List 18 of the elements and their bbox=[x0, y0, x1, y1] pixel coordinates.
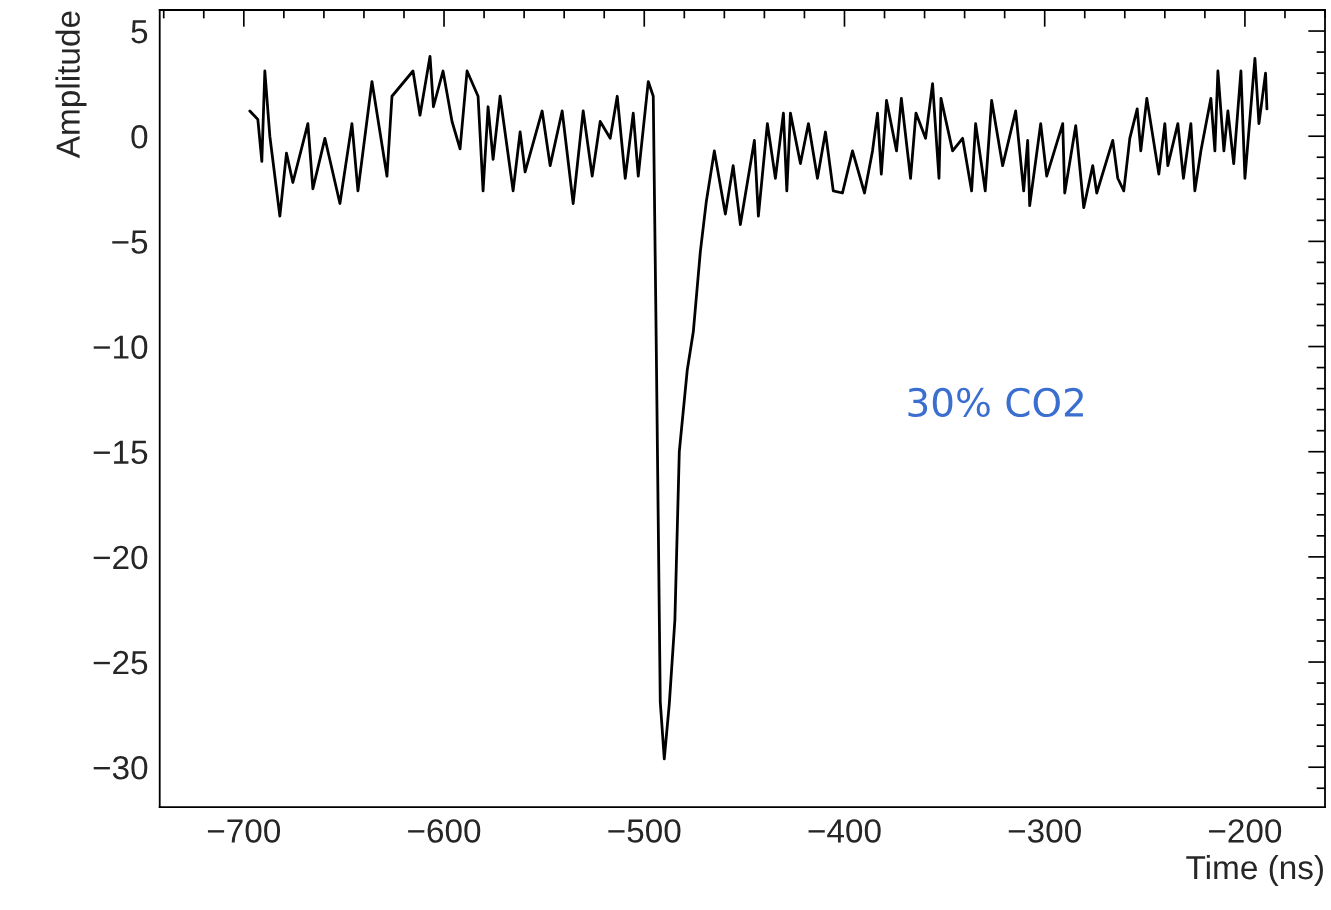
y-tick-label: −15 bbox=[93, 440, 148, 465]
x-tick-label: −300 bbox=[1008, 819, 1081, 843]
y-tick-label: −5 bbox=[112, 230, 148, 254]
x-tick-label: −500 bbox=[608, 819, 681, 843]
x-tick-label: −200 bbox=[1209, 819, 1282, 843]
line-series bbox=[248, 54, 1269, 761]
x-tick-label: −600 bbox=[408, 819, 481, 843]
x-axis-title: Time (ns) bbox=[1186, 854, 1323, 886]
annotation: 30% CO2 bbox=[908, 387, 1083, 418]
x-tick-label: −400 bbox=[808, 819, 881, 843]
y-tick-label: −10 bbox=[93, 335, 148, 359]
y-axis-title: Amplitude bbox=[55, 11, 87, 159]
x-tick-label: −700 bbox=[207, 819, 281, 843]
y-tick-label: 0 bbox=[131, 125, 148, 149]
y-tick-label: −20 bbox=[93, 545, 148, 570]
y-tick-label: −30 bbox=[93, 756, 148, 780]
y-tick-label: −25 bbox=[93, 650, 148, 675]
y-tick-label: 5 bbox=[131, 20, 148, 44]
